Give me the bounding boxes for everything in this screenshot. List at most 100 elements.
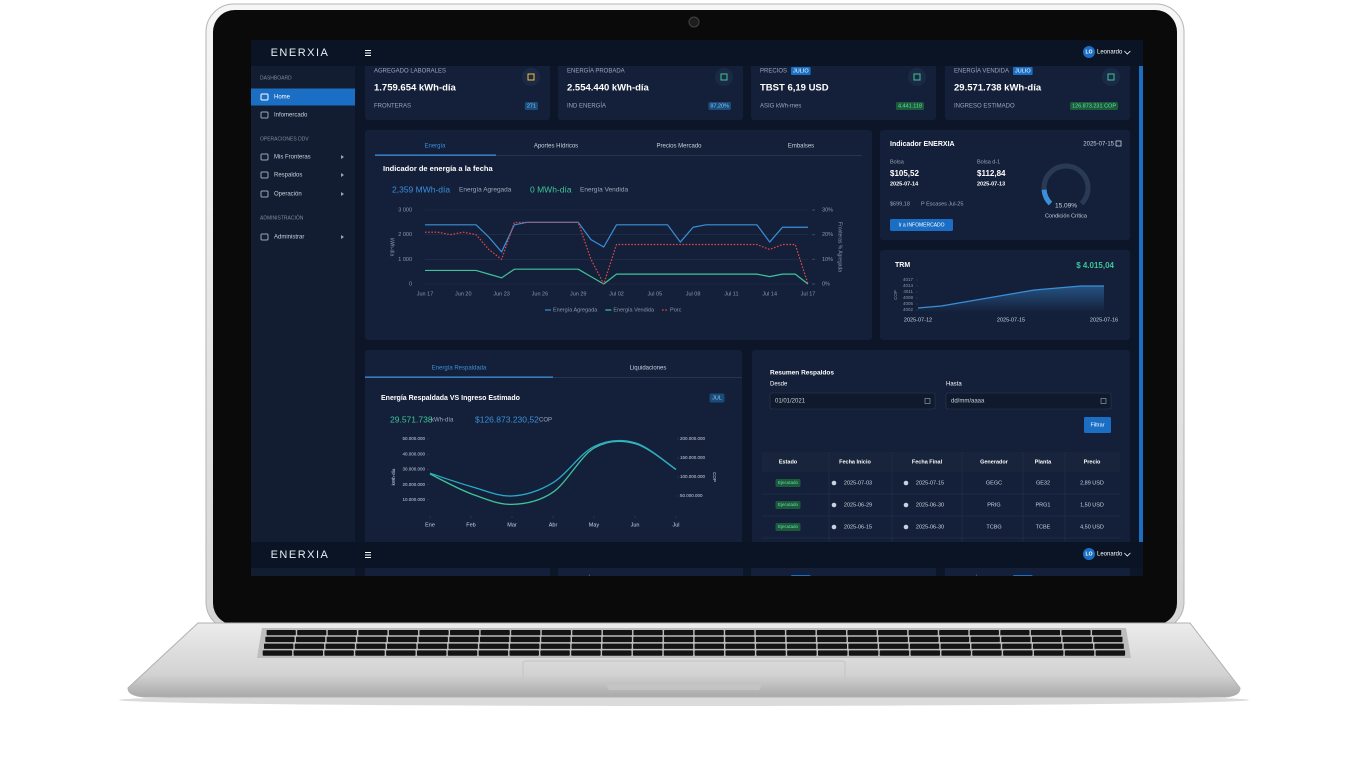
key [416,650,447,656]
date-input[interactable] [945,392,1112,410]
table-header: Precio [1084,459,1101,465]
key [1030,630,1061,636]
user-name[interactable]: Leonardo [1097,552,1123,558]
key [847,636,878,643]
user-name[interactable]: Leonardo [1097,50,1123,56]
key [663,643,694,649]
navbar [251,40,1143,66]
kpi-pill-bg [1069,102,1118,110]
x-tick-label: Abr [549,522,558,528]
panel-title: Indicador ENERXIA [890,141,955,148]
key [818,650,848,656]
key [1031,636,1062,643]
sidebar-icon [260,153,269,161]
sidebar-section-title: DASHBOARD [260,75,292,81]
sidebar-item[interactable]: Infomercado [274,113,308,119]
key [633,643,663,649]
date: 2025-07-15 [1083,142,1114,148]
key [633,636,663,643]
key [417,643,448,649]
field-label: Hasta [946,382,962,388]
key [817,636,847,643]
key [848,643,878,649]
date-input-text[interactable]: dd/mm/aaaa [951,399,985,405]
kpi-icon-glyph [527,73,535,81]
key [878,636,908,643]
key [908,630,938,636]
key [1092,630,1122,636]
kpi-icon-glyph [913,73,921,81]
key [295,636,326,643]
key [509,650,539,656]
submenu-arrow [341,155,344,159]
key [879,643,909,649]
tab[interactable]: Aportes Hídricos [534,144,578,150]
table-cell: TCBG [986,524,1001,530]
button-bg[interactable] [890,219,953,231]
resumen-panel [752,350,1130,550]
bolsa-date: 2025-07-13 [977,181,1005,187]
gauge-value [1041,189,1053,206]
sidebar-item[interactable]: Administrar [274,235,304,241]
key [725,630,755,636]
key [479,643,509,649]
date-input[interactable] [769,392,936,410]
key [725,650,755,656]
y-axis-label: COP [893,290,898,300]
key [786,630,816,636]
panel-title: Energía Respaldada VS Ingreso Estimado [381,395,520,402]
key [450,630,480,636]
key [939,636,970,643]
sidebar-item[interactable]: Mis Fronteras [274,155,311,161]
button[interactable]: Filtrar [1090,422,1104,428]
tab[interactable]: Liquidaciones [630,366,667,372]
tab[interactable]: Precios Mercado [656,144,702,150]
calendar-icon [924,398,931,404]
sidebar-icon [260,93,269,101]
brand: ENERXIA [271,549,330,561]
kpi-footer: INGRESO ESTIMADO [954,104,1015,110]
sidebar-item[interactable]: Respaldos [274,173,302,179]
key [787,650,817,656]
tab-active-underline [375,154,496,156]
tab[interactable]: Embalses [788,144,814,150]
submenu-arrow [341,173,344,177]
table-header: Fecha Inicio [839,459,871,465]
stat-label: Energía Agregada [459,187,512,194]
key [725,636,755,643]
button[interactable]: Ir a INFOMERCADO [898,222,944,228]
tab[interactable]: Energía Respaldada [432,366,487,372]
status-pill-bg [775,479,801,487]
x-tick-label: Jun 29 [570,291,587,297]
x-tick-label: Mar [507,522,517,528]
button-bg[interactable] [1084,417,1111,433]
sidebar-section-title: ADMINISTRACIÓN [260,214,304,221]
key [909,636,939,643]
y2-axis-label: Fronteras % Agregada [837,222,843,272]
date-input-text[interactable]: 01/01/2021 [775,399,806,405]
key [1062,636,1092,643]
key [293,650,323,656]
status-pill: Ejecutado [778,480,799,485]
sidebar-item[interactable]: Home [274,95,291,101]
panel-title: Resumen Respaldos [770,370,834,377]
status-pill-bg [775,501,801,509]
key [602,630,633,636]
stat-value: 2,359 MWh-día [392,184,450,194]
tab[interactable]: Energía [424,144,446,150]
key [1061,630,1091,636]
key [326,636,356,643]
brand: ENERXIA [271,47,330,59]
sidebar-icon [260,111,269,119]
sidebar [251,566,355,576]
key [540,643,571,649]
key [387,636,418,643]
gauge-caption: Condición Crítica [1045,213,1088,219]
x-tick-label: 2025-07-15 [997,317,1025,323]
y-tick-label: 4017 [903,277,914,282]
sidebar-item[interactable]: Operación [274,192,302,198]
key [663,650,694,656]
kpi-label: ENERGÍA PROBADA [567,68,625,75]
